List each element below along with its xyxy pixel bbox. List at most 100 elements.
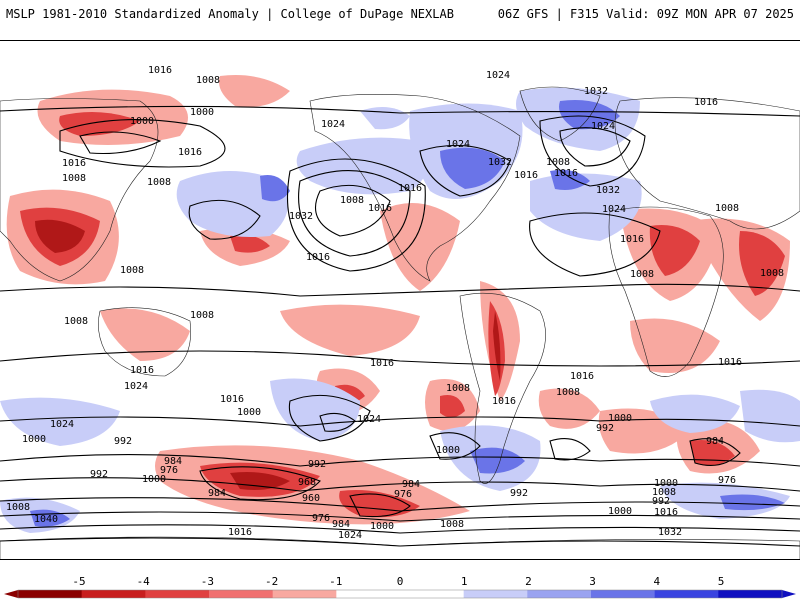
isobars [0,105,800,547]
isobar-label: 1016 [570,371,594,382]
colorbar-segment [145,590,210,598]
title-bar: MSLP 1981-2010 Standardized Anomaly | Co… [0,0,800,28]
isobar-label: 1024 [338,530,362,541]
isobar-label: 1008 [6,502,30,513]
colorbar-right-arrow [782,590,796,598]
isobar-label: 1008 [715,203,739,214]
isobar-label: 992 [510,488,528,499]
isobar-label: 1016 [554,168,578,179]
colorbar-segment [400,590,465,598]
isobar-label: 1040 [34,514,58,525]
colorbar [0,572,800,600]
isobar-label: 992 [308,459,326,470]
isobar-label: 992 [90,469,108,480]
south-america-outline [459,292,546,484]
colorbar-segment [209,590,274,598]
isobar-label: 976 [394,489,412,500]
isobar-label: 1000 [654,478,678,489]
isobar-label: 976 [718,475,736,486]
isobar-label: 1000 [436,445,460,456]
isobar-label: 976 [312,513,330,524]
isobar-label: 960 [302,493,320,504]
isobar-label: 984 [706,436,724,447]
colorbar-tick-label: 0 [396,575,404,588]
greenland-outline [519,86,601,142]
isobar-label: 1016 [130,365,154,376]
isobar-label: 1008 [652,487,676,498]
isobar-label: 1000 [370,521,394,532]
isobar-label: 1016 [718,357,742,368]
isobar-label: 1016 [220,394,244,405]
isobar-label: 1008 [556,387,580,398]
isobar-label: 1032 [584,86,608,97]
colorbar-segment [718,590,783,598]
isobar-label: 1016 [514,170,538,181]
north-america-outline [309,94,521,282]
isobar-label: 984 [164,456,182,467]
isobar-label: 1016 [228,527,252,538]
colorbar-tick-label: -2 [264,575,279,588]
colorbar-outline [17,589,783,599]
isobar-label: 1000 [130,116,154,127]
colorbar-segment [336,590,401,598]
isobar-label: 1000 [190,107,214,118]
colorbar-tick-label: -4 [136,575,150,588]
strong-positive-anomaly-shading [30,100,785,527]
colorbar-tick-label: 4 [653,575,661,588]
isobar-label: 1016 [620,234,644,245]
colorbar-segment [654,590,719,598]
isobar-label: 984 [402,479,420,490]
colorbar-segment [591,590,656,598]
isobar-label: 1016 [148,65,172,76]
isobar-label: 1016 [178,147,202,158]
colorbar-tick-label: -1 [329,575,343,588]
asia-west-outline [0,98,159,282]
isobar-label: 1016 [398,183,422,194]
isobar-label: 1008 [196,75,220,86]
isobar-label: 1024 [321,119,345,130]
colorbar-tick-label: 5 [717,575,725,588]
strong-negative-anomaly-shading [20,112,785,518]
isobar-label: 1008 [147,177,171,188]
isobar-label: 1016 [492,396,516,407]
valid-time-label: 06Z GFS | F315 Valid: 09Z MON APR 07 202… [497,7,794,21]
map-panel: 1016 1008 1000 1024 1016 1008 1000 1016 … [0,40,800,560]
isobar-label: 1008 [760,268,784,279]
anomaly-map: 1016 1008 1000 1024 1016 1008 1000 1016 … [0,41,800,559]
eurasia-outline [614,97,800,230]
isobar-labels: 1016 1008 1000 1024 1016 1008 1000 1016 … [6,65,784,541]
isobar-label: 1016 [306,252,330,263]
isobar-label: 968 [298,477,316,488]
isobar-label: 1016 [694,97,718,108]
isobar-label: 1008 [340,195,364,206]
isobar-label: 1024 [486,70,510,81]
isobar-label: 1024 [124,381,148,392]
isobar-label: 1000 [237,407,261,418]
africa-outline [608,206,724,377]
isobar-label: 1016 [62,158,86,169]
isobar-label: 1008 [446,383,470,394]
isobar-label: 1024 [602,204,626,215]
colorbar-svg [4,589,796,599]
isobar-label: 1016 [368,203,392,214]
isobar-label: 1032 [596,185,620,196]
isobar-label: 1032 [488,157,512,168]
isobar-label: 1008 [62,173,86,184]
isobar-label: 1008 [120,265,144,276]
colorbar-segment [81,590,146,598]
isobar-label: 1008 [190,310,214,321]
isobar-label: 1000 [608,413,632,424]
colorbar-segments [4,589,796,599]
isobar-label: 1000 [22,434,46,445]
isobar-label: 1008 [546,157,570,168]
colorbar-segment [18,590,83,598]
isobar-label: 1024 [50,419,74,430]
isobar-label: 992 [596,423,614,434]
isobar-label: 984 [332,519,350,530]
isobar-label: 1000 [608,506,632,517]
colorbar-tick-label: -5 [72,575,86,588]
australia-outline [98,307,191,377]
isobar-label: 1008 [64,316,88,327]
isobar-label: 1024 [591,121,615,132]
colorbar-segment [463,590,528,598]
